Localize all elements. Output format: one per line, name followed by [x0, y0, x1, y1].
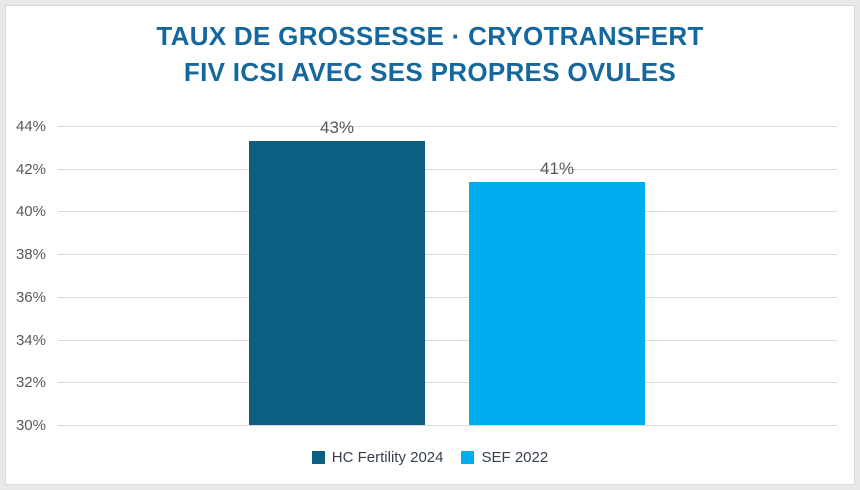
bar-value-label-sef-2022: 41%	[539, 159, 575, 178]
bar-sef-2022	[469, 182, 645, 425]
legend-swatch-icon	[461, 451, 475, 464]
gridline	[58, 211, 837, 212]
y-axis-tick-label: 38%	[15, 246, 46, 263]
bar-value-label-hc-fertility-2024: 43%	[319, 118, 355, 137]
y-axis-tick-label: 40%	[15, 203, 46, 220]
gridline	[58, 254, 837, 255]
legend-swatch-icon	[311, 451, 325, 464]
y-axis-tick-label: 34%	[15, 332, 46, 349]
chart-panel: TAUX DE GROSSESSE · CRYOTRANSFERT FIV IC…	[5, 5, 855, 485]
plot-area: 44% 42% 40% 38% 36% 34% 32% 30% 43% 41%	[6, 6, 854, 484]
y-axis-tick-label: 30%	[15, 417, 46, 434]
chart-title: TAUX DE GROSSESSE · CRYOTRANSFERT FIV IC…	[6, 18, 854, 90]
legend-item-hc-fertility-2024: HC Fertility 2024	[311, 449, 444, 466]
gridline	[58, 126, 837, 127]
legend-label: SEF 2022	[481, 449, 549, 466]
gridline	[58, 169, 837, 170]
y-axis-tick-label: 42%	[15, 161, 46, 178]
bar-hc-fertility-2024	[249, 141, 425, 425]
legend-label: HC Fertility 2024	[331, 449, 444, 466]
y-axis-tick-label: 36%	[15, 289, 46, 306]
chart-title-line-1: TAUX DE GROSSESSE · CRYOTRANSFERT	[156, 21, 704, 51]
chart-title-line-2: FIV ICSI AVEC SES PROPRES OVULES	[183, 57, 677, 87]
legend-item-sef-2022: SEF 2022	[461, 450, 548, 465]
gridline	[58, 425, 837, 426]
gridline	[58, 340, 837, 341]
chart-legend: HC Fertility 2024 SEF 2022	[6, 450, 854, 465]
y-axis-tick-label: 44%	[15, 118, 46, 135]
gridline	[58, 382, 837, 383]
gridline	[58, 297, 837, 298]
y-axis-tick-label: 32%	[15, 374, 46, 391]
